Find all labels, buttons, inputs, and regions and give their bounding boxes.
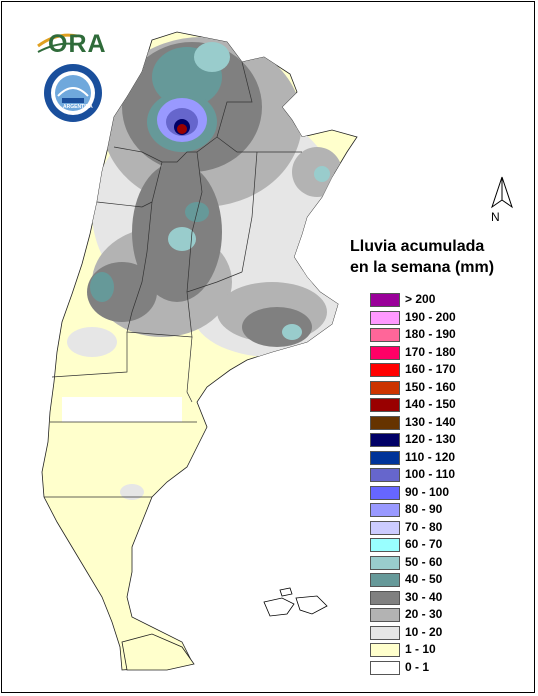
province-boundaries: [44, 61, 302, 498]
smn-seal-icon: [44, 64, 102, 122]
legend-swatch: [370, 433, 400, 447]
legend-swatch: [370, 590, 400, 605]
legend-title-line1: Lluvia acumulada: [350, 238, 485, 255]
legend-label: 130 - 140: [405, 414, 456, 429]
legend-label: 160 - 170: [405, 362, 456, 376]
legend-swatch: [370, 468, 400, 482]
legend-title: Lluvia acumulada en la semana (mm): [350, 236, 530, 278]
legend-swatch: [370, 660, 400, 675]
legend-swatch: [370, 573, 400, 587]
legend-swatch: [370, 310, 400, 325]
legend-swatch: [370, 608, 400, 622]
tierra-del-fuego: [121, 633, 195, 671]
legend-label: 70 - 80: [405, 519, 443, 534]
legend-swatch: [370, 555, 400, 570]
legend-label: 180 - 190: [405, 327, 456, 341]
ora-logo-icon: [37, 33, 78, 53]
legend-swatch: [370, 625, 400, 640]
legend-label: 60 - 70: [405, 537, 443, 551]
legend-label: 190 - 200: [405, 309, 456, 324]
legend-label: 100 - 110: [405, 467, 456, 481]
legend-label: 20 - 30: [405, 607, 443, 621]
legend-label: > 200: [405, 292, 436, 306]
rainfall-contours: [62, 37, 352, 500]
legend-label: 170 - 180: [405, 344, 456, 359]
legend-swatch: [370, 398, 400, 412]
legend-label: 0 - 1: [405, 659, 430, 674]
legend-swatch: [370, 503, 400, 517]
seal-text: ARGENTINA: [63, 104, 93, 110]
north-label: N: [491, 210, 500, 224]
legend-label: 40 - 50: [405, 572, 443, 586]
legend-swatch: [370, 643, 400, 657]
legend-label: 140 - 150: [405, 397, 456, 411]
north-arrow-icon: [491, 176, 513, 209]
legend-swatch: [370, 345, 400, 360]
legend-swatch: [370, 415, 400, 430]
legend-swatch: [370, 450, 400, 465]
legend-label: 110 - 120: [405, 449, 456, 464]
legend-swatch: [370, 538, 400, 552]
legend-label: 1 - 10: [405, 642, 436, 656]
legend-swatch: [370, 380, 400, 395]
legend-label: 80 - 90: [405, 502, 443, 516]
legend-label: 150 - 160: [405, 379, 456, 394]
legend-label: 90 - 100: [405, 484, 450, 499]
legend-swatch: [370, 520, 400, 535]
legend-label: 30 - 40: [405, 589, 443, 604]
malvinas-islands: [263, 587, 328, 617]
logo-text: ORA: [48, 30, 107, 58]
legend-swatch: [370, 363, 400, 377]
legend-label: 50 - 60: [405, 554, 443, 569]
legend-title-line2: en la semana (mm): [350, 259, 495, 276]
legend-label: 120 - 130: [405, 432, 456, 446]
legend-label: 10 - 20: [405, 624, 443, 639]
legend-swatch: [370, 293, 400, 307]
legend-swatch: [370, 328, 400, 342]
legend-swatch: [370, 485, 400, 500]
